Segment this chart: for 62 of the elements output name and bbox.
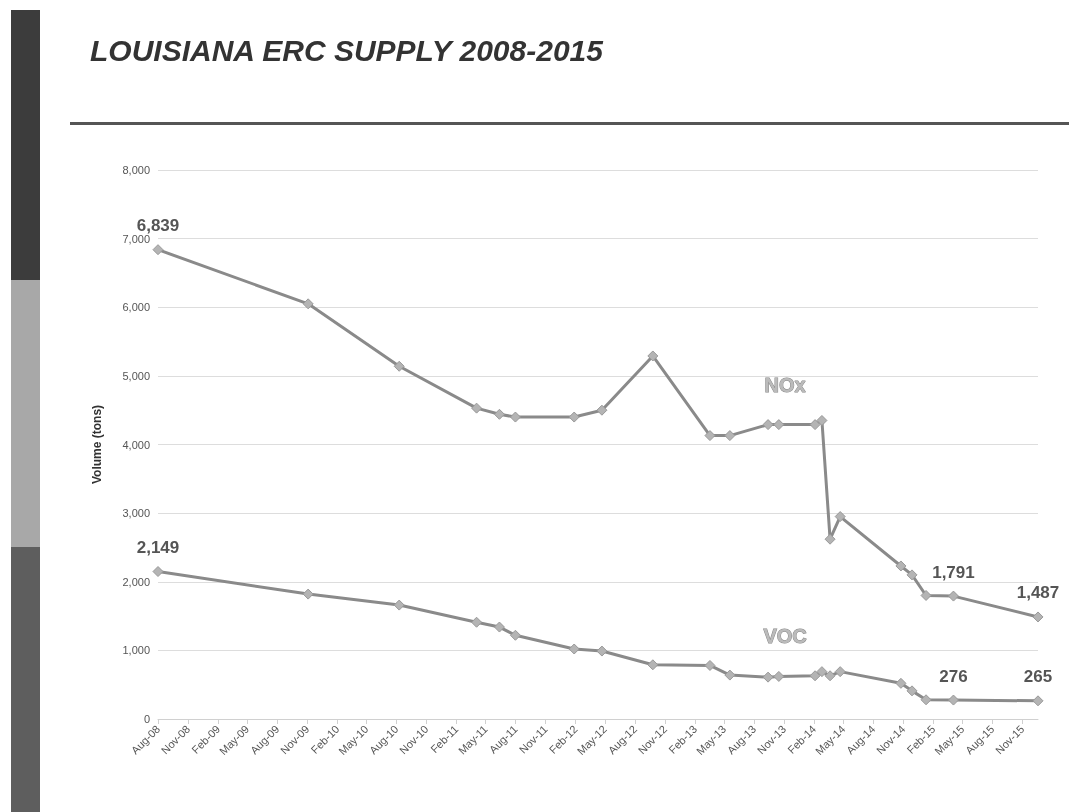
data-label: 1,487 (1016, 583, 1060, 603)
point (906, 685, 918, 697)
point (596, 404, 608, 416)
point (834, 666, 846, 678)
point (1032, 695, 1044, 707)
point (568, 643, 580, 655)
point (509, 411, 521, 423)
y-tick-label: 1,000 (122, 644, 150, 657)
point (724, 669, 736, 681)
y-tick-label: 4,000 (122, 438, 150, 451)
point (393, 360, 405, 372)
point (596, 645, 608, 657)
chart-title: LOUISIANA ERC SUPPLY 2008-2015 (90, 33, 605, 67)
series-label: VOC (763, 625, 807, 648)
point (393, 599, 405, 611)
point (1032, 611, 1044, 623)
point (568, 411, 580, 423)
point (809, 419, 821, 431)
point (816, 666, 828, 678)
point (947, 694, 959, 706)
point (895, 560, 907, 572)
data-label: 6,839 (136, 216, 180, 236)
y-tick-label: 0 (143, 713, 150, 725)
point (773, 419, 785, 431)
series-label: NOx (764, 374, 806, 397)
point (816, 414, 828, 426)
y-tick-label: 2,000 (122, 575, 150, 588)
point (834, 511, 846, 523)
point (302, 588, 314, 600)
point (762, 419, 774, 431)
point (302, 298, 314, 310)
data-label: 265 (1023, 667, 1053, 687)
point (704, 659, 716, 671)
point (724, 430, 736, 442)
point (920, 694, 932, 706)
point (647, 350, 659, 362)
y-tick-label: 3,000 (122, 507, 150, 520)
point (906, 569, 918, 581)
data-label: 1,791 (932, 562, 975, 582)
point (824, 670, 836, 682)
point (647, 659, 659, 671)
point (152, 244, 164, 256)
point (471, 402, 483, 414)
point (493, 408, 505, 420)
point (152, 566, 164, 578)
point (493, 621, 505, 633)
point (947, 590, 959, 602)
y-tick-label: 5,000 (122, 369, 150, 382)
y-axis-title: Volume (tons) (90, 404, 104, 485)
point (920, 589, 932, 601)
point (509, 629, 521, 641)
point (895, 677, 907, 689)
point (824, 533, 836, 545)
data-label: 2,149 (136, 538, 180, 558)
y-tick-label: 6,000 (122, 301, 150, 314)
y-tick-label: 8,000 (122, 164, 150, 176)
point (704, 430, 716, 442)
point (809, 670, 821, 682)
point (762, 671, 774, 683)
point (471, 616, 483, 628)
data-label: 276 (939, 666, 968, 686)
point (773, 670, 785, 682)
